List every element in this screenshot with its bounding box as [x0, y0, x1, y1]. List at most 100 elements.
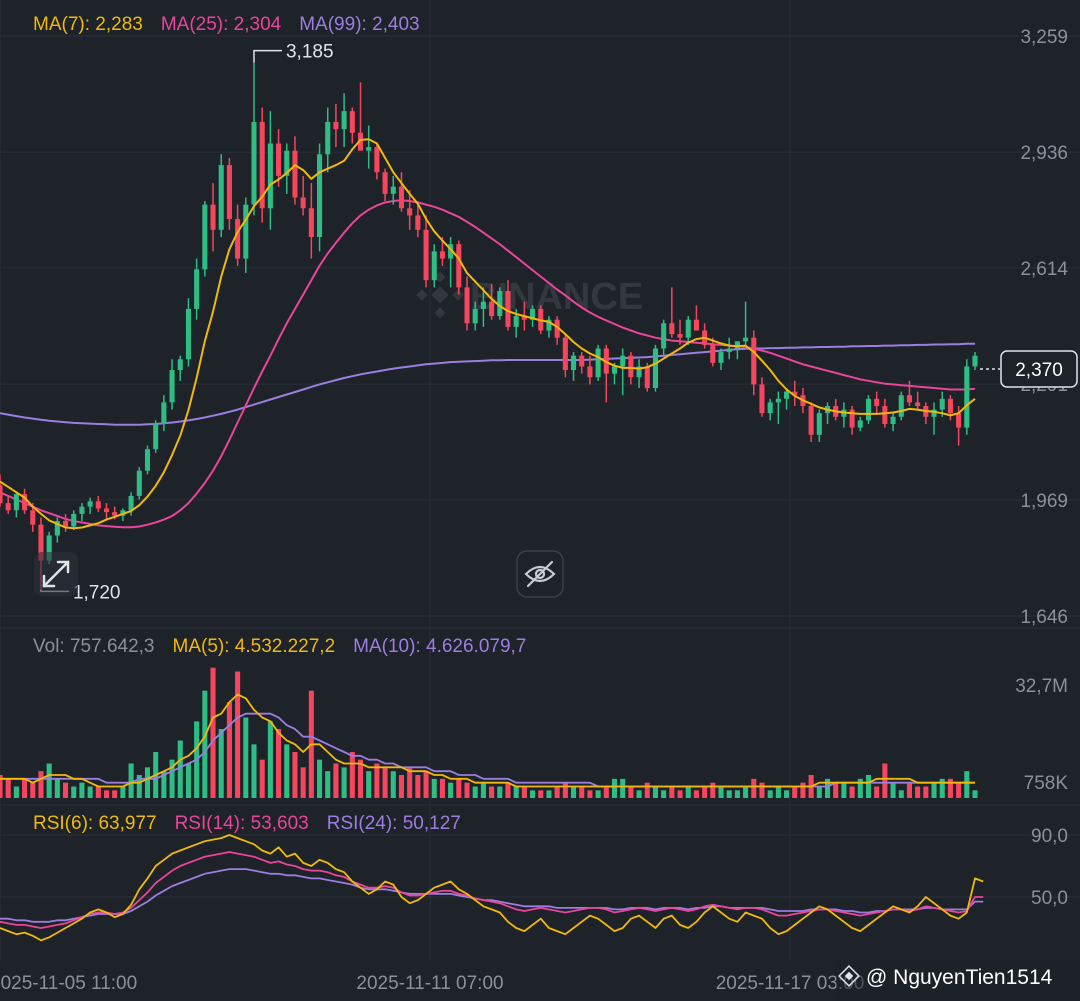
volume-bar	[661, 790, 667, 798]
candle-body	[964, 366, 970, 428]
candle	[915, 391, 921, 410]
candle	[202, 201, 208, 277]
volume-bar	[513, 786, 519, 798]
volume-bar	[136, 775, 142, 798]
candle-body	[374, 147, 380, 173]
volume-bar	[611, 778, 618, 798]
candle-body	[587, 366, 593, 378]
candle	[456, 240, 462, 295]
candle-body	[390, 186, 396, 194]
candle-body	[611, 366, 618, 374]
candle-body	[546, 319, 552, 331]
candle-body	[63, 521, 69, 527]
volume-bar	[292, 752, 298, 798]
rsi-axis: 90,0 50,0	[1031, 826, 1068, 909]
volume-bars	[0, 667, 978, 798]
candle-body	[276, 143, 282, 176]
volume-bar	[857, 778, 863, 798]
volume-bar	[218, 729, 224, 798]
candle	[964, 359, 970, 435]
ma25-line	[0, 199, 976, 529]
volume-bar	[792, 786, 798, 798]
candle-body	[398, 186, 405, 209]
candle	[448, 237, 454, 288]
candle-body	[5, 503, 11, 511]
candle	[144, 445, 151, 475]
volume-bar	[669, 786, 675, 798]
candle	[849, 406, 855, 435]
candle	[423, 215, 429, 288]
candle-body	[226, 165, 232, 220]
volume-bar	[439, 778, 445, 798]
candle-body	[267, 143, 273, 209]
candle-body	[13, 494, 19, 511]
candle	[497, 287, 503, 320]
volume-axis: 32,7M 758K	[1015, 676, 1068, 794]
high-marker-label: 3,185	[286, 42, 334, 63]
volume-bar	[63, 782, 69, 798]
candle	[366, 125, 372, 169]
volume-bar	[587, 790, 593, 798]
candle	[300, 175, 306, 216]
candle-body	[38, 524, 44, 561]
candle-body	[251, 121, 257, 205]
candle	[530, 305, 536, 327]
candle-body	[325, 121, 331, 155]
candle	[292, 136, 298, 205]
candle-body	[530, 308, 536, 320]
candle	[243, 197, 249, 273]
candle-body	[661, 323, 667, 349]
volume-bar	[95, 786, 101, 798]
candle-body	[570, 355, 577, 371]
candle-body	[71, 513, 77, 527]
time-tick-label: 2025-11-17 03:00	[716, 973, 865, 994]
candle-body	[349, 111, 355, 133]
volume-bar	[652, 786, 659, 798]
expand-button[interactable]	[34, 552, 78, 596]
candle-body	[521, 316, 527, 320]
candle-body	[808, 406, 814, 435]
candle-body	[489, 301, 495, 317]
candle	[775, 391, 781, 424]
volume-bar	[521, 786, 527, 798]
volume-bar	[620, 778, 626, 798]
legend-rsi14: RSI(14): 53,603	[175, 813, 309, 834]
candle	[554, 316, 560, 345]
volume-bar	[333, 763, 339, 798]
candle	[284, 143, 290, 194]
volume-bar	[46, 763, 52, 798]
volume-bar	[489, 786, 495, 798]
volume-bar	[562, 782, 568, 798]
candle-body	[472, 308, 478, 324]
candle-body	[194, 269, 200, 309]
candle	[374, 143, 380, 180]
candle-body	[751, 337, 757, 385]
price-tick-label: 2,936	[1020, 143, 1068, 164]
ma7-polyline	[0, 138, 976, 530]
volume-tick-label: 32,7M	[1015, 676, 1068, 697]
candle	[341, 93, 347, 148]
volume-bar	[202, 690, 208, 798]
candle-body	[956, 413, 962, 428]
volume-bar	[431, 778, 437, 798]
volume-bar	[628, 786, 634, 798]
volume-bar	[472, 786, 478, 798]
volume-bar	[374, 763, 380, 798]
volume-bar	[546, 790, 552, 798]
volume-bar	[456, 778, 462, 798]
candle-body	[677, 334, 683, 338]
candle	[357, 82, 364, 151]
rsi14-polyline	[0, 851, 984, 929]
candle-body	[333, 121, 339, 130]
candle-body	[128, 495, 134, 511]
candle-body	[767, 402, 773, 414]
candle-body	[22, 494, 28, 511]
volume-bar	[13, 786, 19, 798]
candle-body	[30, 510, 36, 525]
candle-body	[316, 154, 323, 238]
ma25-polyline	[0, 199, 976, 529]
hide-indicators-button[interactable]	[516, 550, 564, 598]
rsi-tick-label: 50,0	[1031, 888, 1068, 909]
candle	[562, 334, 568, 378]
